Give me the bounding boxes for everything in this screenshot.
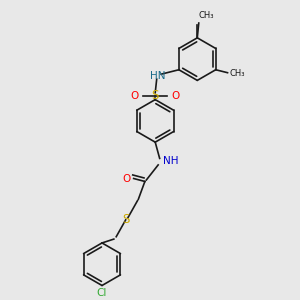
Text: S: S	[122, 213, 129, 226]
Text: CH₃: CH₃	[199, 11, 214, 20]
Text: NH: NH	[163, 156, 178, 167]
Text: S: S	[152, 89, 159, 102]
Text: Cl: Cl	[97, 289, 107, 298]
Text: CH₃: CH₃	[229, 69, 244, 78]
Text: O: O	[131, 91, 139, 101]
Text: O: O	[171, 91, 179, 101]
Text: O: O	[122, 173, 131, 184]
Text: HN: HN	[150, 71, 166, 81]
